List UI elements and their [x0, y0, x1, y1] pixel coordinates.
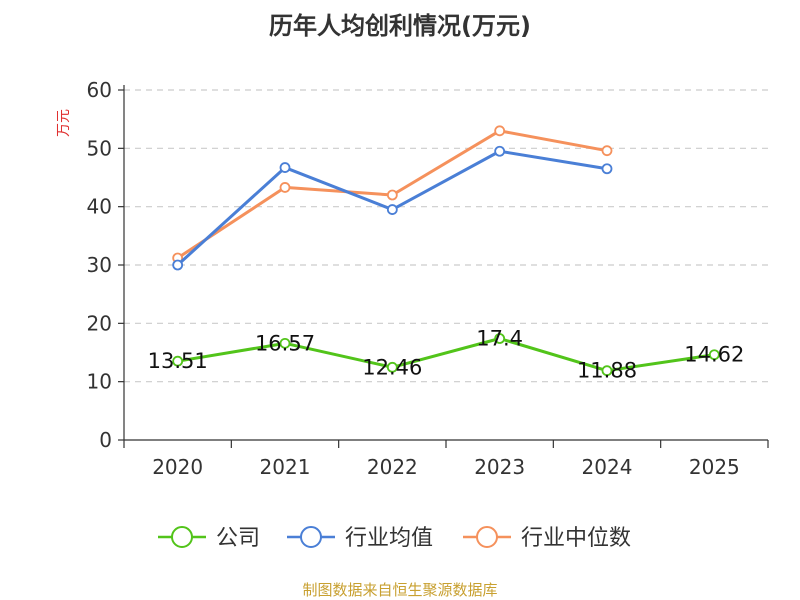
data-labels: 13.51 16.57 12.46 17.4 11.88 14.62 [148, 327, 745, 383]
data-point [386, 204, 398, 215]
data-point [172, 259, 184, 271]
data-point [494, 125, 506, 137]
data-label: 12.46 [362, 355, 422, 379]
y-tick-label: 30 [87, 253, 112, 277]
data-point [386, 361, 398, 373]
data-point [601, 365, 613, 377]
y-tick-label: 20 [87, 311, 112, 335]
series-lines [172, 125, 720, 377]
legend-swatch-marker [300, 526, 322, 548]
data-point [279, 337, 291, 349]
data-point [279, 182, 291, 193]
legend-label: 行业中位数 [521, 526, 631, 551]
data-point [172, 355, 184, 367]
y-tick-labels: 0 10 20 30 40 50 60 [87, 78, 112, 452]
data-point [279, 162, 291, 173]
x-tick-label: 2023 [474, 455, 525, 479]
data-point [386, 189, 398, 201]
y-tick-label: 40 [87, 195, 112, 219]
legend-item: 行业均值 [287, 526, 433, 551]
y-tick-label: 10 [87, 370, 112, 394]
y-tick-label: 0 [99, 428, 112, 452]
data-label: 16.57 [255, 331, 315, 355]
x-tick-label: 2024 [582, 455, 633, 479]
legend-item: 行业中位数 [463, 526, 631, 551]
x-tick-label: 2021 [260, 455, 311, 479]
x-tick-label: 2022 [367, 455, 418, 479]
axes [118, 85, 769, 448]
series-line [177, 337, 715, 373]
legend-swatch-marker [476, 526, 498, 548]
data-label: 14.62 [684, 343, 744, 367]
x-tick-labels: 2020 2021 2022 2023 2024 2025 [152, 455, 740, 479]
legend: 公司 行业均值 行业中位数 [158, 526, 631, 551]
data-point [601, 145, 613, 157]
data-point [494, 333, 506, 344]
legend-label: 行业均值 [345, 526, 433, 551]
x-tick-label: 2025 [689, 455, 740, 479]
source-note: 制图数据来自恒生聚源数据库 [302, 581, 497, 599]
y-tick-label: 60 [87, 78, 112, 102]
legend-item: 公司 [158, 526, 260, 551]
data-point [708, 349, 720, 361]
y-tick-label: 50 [87, 136, 112, 160]
legend-label: 公司 [216, 526, 260, 551]
grid-lines [124, 89, 768, 383]
data-point [601, 163, 613, 175]
data-label: 17.4 [476, 327, 523, 351]
data-point [494, 145, 506, 157]
legend-swatch-marker [171, 526, 193, 548]
chart-title: 历年人均创利情况(万元) [269, 12, 531, 40]
data-label: 11.88 [577, 359, 637, 383]
data-label: 13.51 [148, 349, 208, 373]
y-axis-label: 万元 [56, 109, 72, 137]
x-tick-label: 2020 [152, 455, 203, 479]
